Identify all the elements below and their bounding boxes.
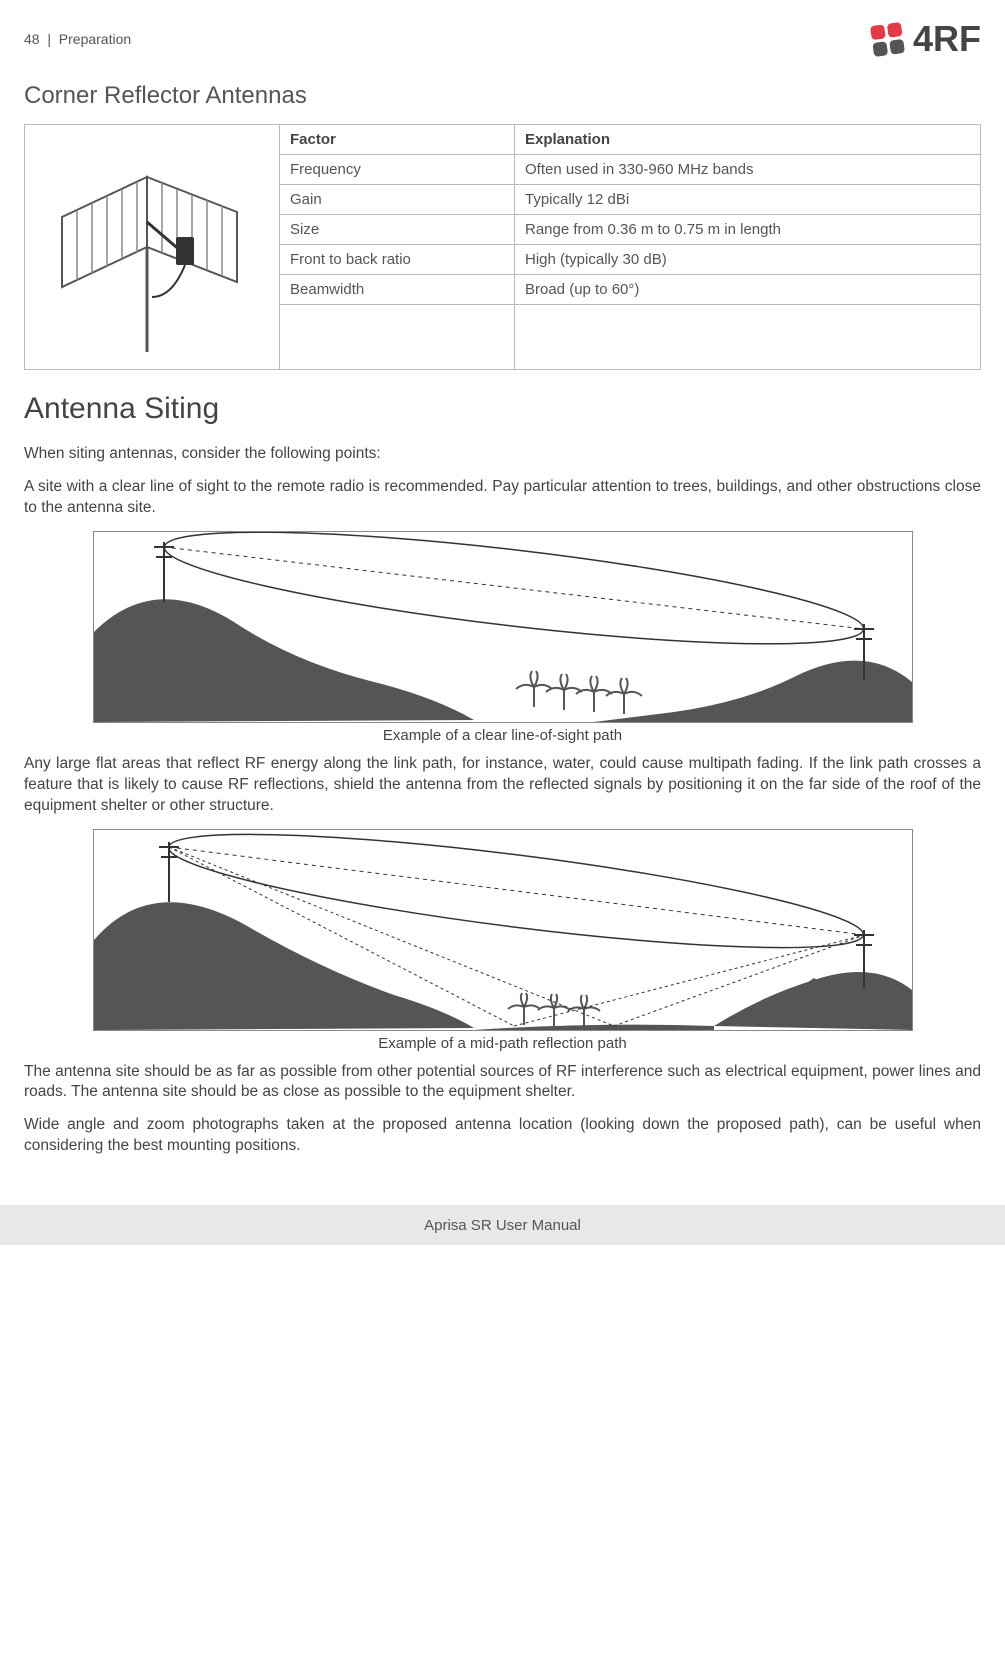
cell-explanation: High (typically 30 dB)	[515, 245, 980, 274]
table-row: Frequency Often used in 330-960 MHz band…	[280, 155, 980, 185]
heading-antenna-siting: Antenna Siting	[24, 392, 981, 426]
paragraph: Any large flat areas that reflect RF ene…	[24, 754, 981, 817]
cell-explanation: Often used in 330-960 MHz bands	[515, 155, 980, 184]
cell-empty	[280, 305, 515, 369]
logo-dot	[889, 38, 905, 54]
logo-dot	[872, 41, 888, 57]
footer-text: Aprisa SR User Manual	[424, 1217, 581, 1234]
table-row: Size Range from 0.36 m to 0.75 m in leng…	[280, 215, 980, 245]
logo-dots	[870, 21, 905, 56]
heading-corner-reflector: Corner Reflector Antennas	[24, 82, 981, 110]
table-row-empty	[280, 305, 980, 369]
paragraph: The antenna site should be as far as pos…	[24, 1062, 981, 1104]
table-header-row: Factor Explanation	[280, 125, 980, 155]
figure-caption: Example of a clear line-of-sight path	[24, 727, 981, 744]
cell-factor: Front to back ratio	[280, 245, 515, 274]
cell-explanation: Typically 12 dBi	[515, 185, 980, 214]
line-of-sight-icon	[94, 532, 912, 722]
col-header-explanation: Explanation	[515, 125, 980, 154]
logo: 4RF	[872, 18, 981, 60]
reflection-path-icon	[94, 830, 912, 1030]
logo-dot	[887, 21, 903, 37]
page-header: 48 | Preparation 4RF	[24, 18, 981, 60]
cell-explanation: Broad (up to 60°)	[515, 275, 980, 304]
spec-rows: Factor Explanation Frequency Often used …	[280, 125, 980, 369]
logo-dot	[870, 24, 886, 40]
paragraph: Wide angle and zoom photographs taken at…	[24, 1115, 981, 1157]
figure-reflection-path	[93, 829, 913, 1031]
corner-reflector-icon	[42, 137, 262, 357]
header-left: 48 | Preparation	[24, 31, 131, 47]
paragraph: When siting antennas, consider the follo…	[24, 444, 981, 465]
page-number: 48	[24, 31, 40, 47]
table-row: Front to back ratio High (typically 30 d…	[280, 245, 980, 275]
table-row: Beamwidth Broad (up to 60°)	[280, 275, 980, 305]
header-sep: |	[47, 31, 51, 47]
page-footer: Aprisa SR User Manual	[0, 1205, 1005, 1245]
antenna-image-cell	[25, 125, 280, 369]
figure-caption: Example of a mid-path reflection path	[24, 1035, 981, 1052]
cell-empty	[515, 305, 980, 369]
cell-explanation: Range from 0.36 m to 0.75 m in length	[515, 215, 980, 244]
paragraph: A site with a clear line of sight to the…	[24, 477, 981, 519]
cell-factor: Frequency	[280, 155, 515, 184]
logo-text: 4RF	[913, 18, 981, 60]
cell-factor: Beamwidth	[280, 275, 515, 304]
figure-clear-path	[93, 531, 913, 723]
col-header-factor: Factor	[280, 125, 515, 154]
spec-table: Factor Explanation Frequency Often used …	[24, 124, 981, 370]
header-section: Preparation	[59, 31, 131, 47]
cell-factor: Size	[280, 215, 515, 244]
cell-factor: Gain	[280, 185, 515, 214]
table-row: Gain Typically 12 dBi	[280, 185, 980, 215]
